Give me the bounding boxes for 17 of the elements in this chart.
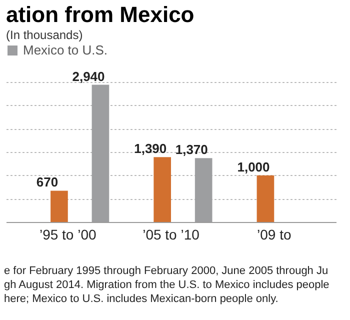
data-label: 1,370 (175, 142, 208, 158)
bar (256, 175, 274, 222)
text: gh August 2014. Migration from the U.S. to Mexico includes people (4, 278, 330, 292)
x-tick-label: ’09 to (257, 226, 292, 242)
data-label: 1,390 (134, 141, 167, 156)
data-label: 1,000 (237, 159, 270, 174)
x-tick-label: ’05 to ’10 (142, 226, 200, 242)
bar (154, 157, 171, 222)
text: here; Mexico to U.S. includes Mexican-born people only. (4, 292, 280, 306)
text: e for February 1995 through February 2000, June 2005 through Ju (4, 264, 330, 278)
chart-subtitle: (In thousands) (6, 28, 83, 42)
bar (50, 190, 68, 222)
chart-title: ation from Mexico (6, 2, 194, 27)
data-label: 2,940 (72, 68, 105, 84)
legend-label: Mexico to U.S. (23, 42, 108, 58)
x-tick-label: ’95 to ’00 (39, 226, 96, 242)
data-label: 670 (36, 174, 58, 190)
